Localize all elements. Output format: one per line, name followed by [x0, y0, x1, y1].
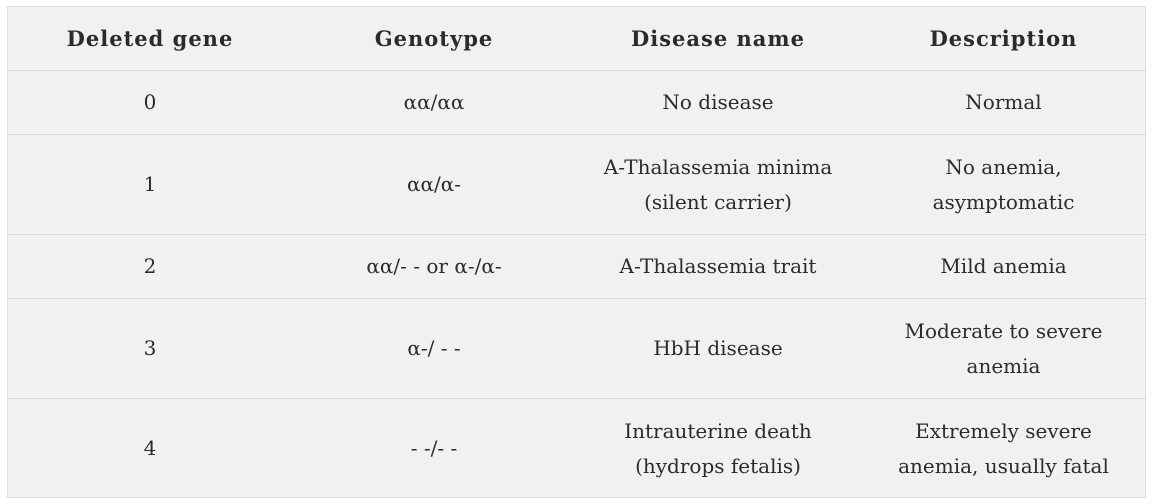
- header-deleted-gene: Deleted gene: [8, 7, 292, 71]
- table-row: 4 - -/- - Intrauterine death (hydrops fet…: [8, 399, 1147, 499]
- table-row: 3 α-/ - - HbH disease Moderate to severe…: [8, 298, 1147, 399]
- table-container: Deleted gene Genotype Disease name Descr…: [7, 6, 1147, 498]
- cell-line: A-Thalassemia trait: [619, 254, 817, 278]
- cell-deleted-gene: 4: [143, 436, 157, 460]
- header-disease-name: Disease name: [576, 7, 860, 71]
- cell-line: Normal: [965, 90, 1042, 114]
- cell-line: A-Thalassemia minima: [603, 154, 833, 179]
- cell-deleted-gene: 2: [8, 234, 292, 299]
- cell-description: Mild anemia: [860, 234, 1147, 299]
- cell-line: HbH disease: [653, 336, 783, 360]
- thalassemia-table: Deleted gene Genotype Disease name Descr…: [8, 7, 1147, 498]
- cell-deleted-gene: 0: [8, 70, 292, 135]
- cell-disease-name: A-Thalassemia minima (silent carrier): [576, 134, 860, 235]
- cell-disease-name: A-Thalassemia trait: [576, 234, 860, 299]
- cell-line: No anemia,: [945, 154, 1062, 179]
- cell-deleted-gene: 3: [8, 298, 292, 399]
- cell-line: asymptomatic: [932, 189, 1075, 214]
- cell-line: (hydrops fetalis): [635, 453, 801, 478]
- cell-disease-name: No disease: [576, 70, 860, 135]
- header-description: Description: [860, 7, 1147, 71]
- cell-description: Moderate to severe anemia: [860, 298, 1147, 399]
- cell-description: Extremely severe anemia, usually fatal: [860, 399, 1147, 499]
- cell-disease-name: Intrauterine death (hydrops fetalis): [576, 399, 860, 499]
- table-row: 0 αα/αα No disease Normal: [8, 70, 1147, 135]
- cell-line: anemia, usually fatal: [898, 453, 1109, 478]
- cell-genotype: αα/α-: [292, 134, 576, 235]
- cell-description: No anemia, asymptomatic: [860, 134, 1147, 235]
- cell-deleted-gene: 1: [8, 134, 292, 235]
- cell-line: Intrauterine death: [624, 418, 812, 443]
- table-header-row: Deleted gene Genotype Disease name Descr…: [8, 7, 1147, 71]
- cell-genotype: - -/- -: [410, 436, 458, 460]
- cell-line: Moderate to severe: [904, 318, 1103, 343]
- cell-line: Mild anemia: [940, 254, 1067, 278]
- cell-description: Normal: [860, 70, 1147, 135]
- cell-genotype: α-/ - -: [292, 298, 576, 399]
- cell-line: (silent carrier): [644, 189, 792, 214]
- cell-disease-name: HbH disease: [576, 298, 860, 399]
- cell-line: Extremely severe: [915, 418, 1092, 443]
- cell-line: anemia: [966, 353, 1041, 378]
- cell-genotype: αα/- - or α-/α-: [292, 234, 576, 299]
- cell-genotype: αα/αα: [292, 70, 576, 135]
- table-row: 1 αα/α- A-Thalassemia minima (silent carr…: [8, 134, 1147, 235]
- table-row: 2 αα/- - or α-/α- A-Thalassemia trait Mi…: [8, 234, 1147, 299]
- header-genotype: Genotype: [292, 7, 576, 71]
- cell-line: No disease: [662, 90, 774, 114]
